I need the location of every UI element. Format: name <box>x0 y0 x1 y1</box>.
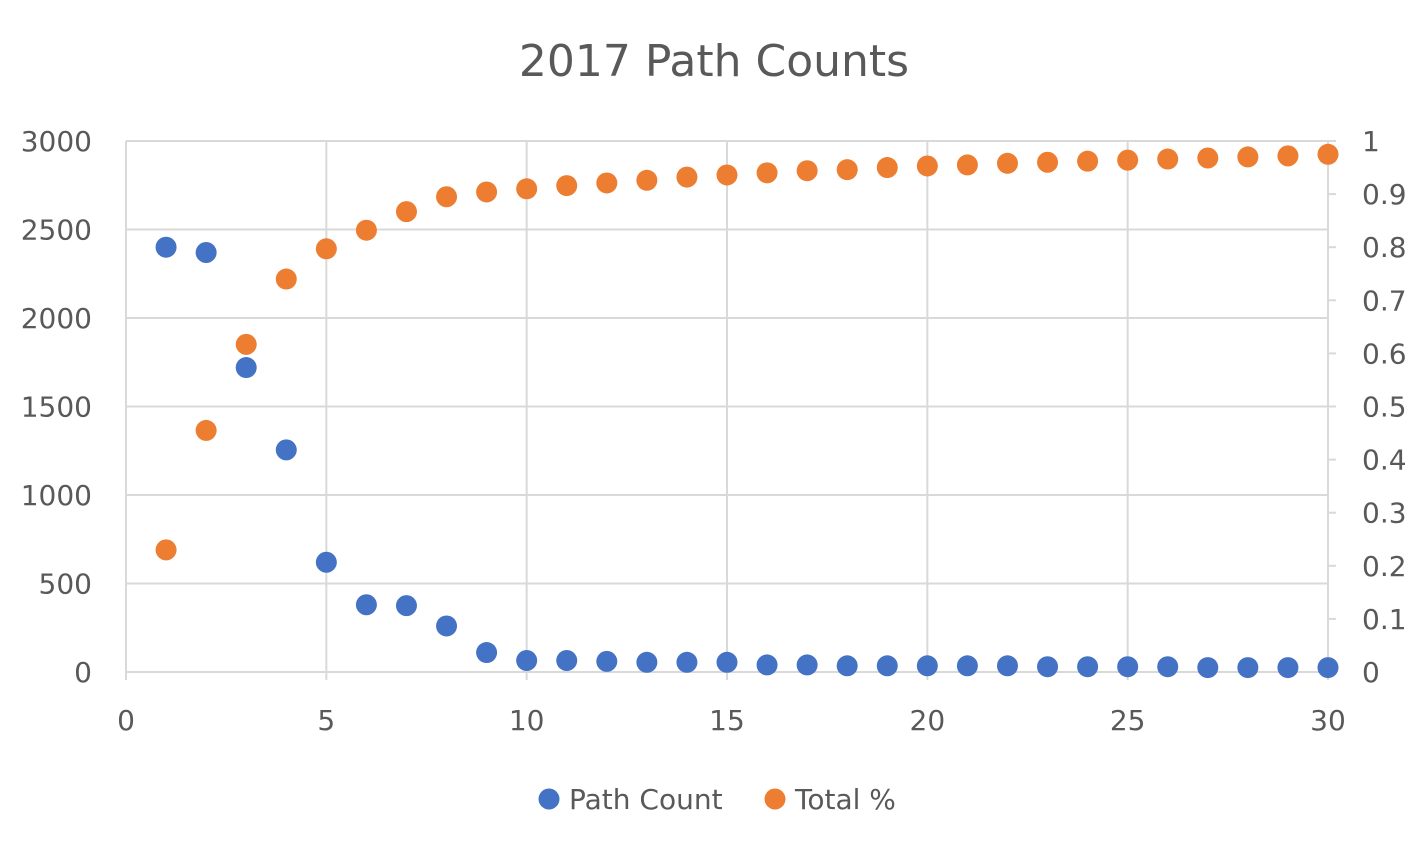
total-point <box>596 172 618 194</box>
legend-marker-total <box>764 788 786 810</box>
total-point <box>836 159 858 181</box>
y2-tick-label: 0.2 <box>1362 550 1407 583</box>
path-count-point <box>1277 657 1299 679</box>
total-point <box>796 160 818 182</box>
path-count-point <box>1077 656 1099 678</box>
x-tick-label: 20 <box>910 704 946 737</box>
total-point <box>1157 148 1179 170</box>
total-point <box>1117 149 1139 171</box>
path-count-point <box>1157 656 1179 678</box>
total-point <box>355 219 377 241</box>
y-tick-label: 2000 <box>21 302 92 335</box>
y2-tick-label: 0.6 <box>1362 337 1407 370</box>
path-count-point <box>155 236 177 258</box>
tick-labels: 0 500 1000 1500 2000 2500 3000 0 5 10 15 20 25 30 0 0.1… <box>21 125 1407 737</box>
y2-tick-label: 0.8 <box>1362 231 1407 264</box>
total-point <box>916 155 938 177</box>
path-count-point <box>596 650 618 672</box>
path-count-point <box>916 655 938 677</box>
path-count-point <box>716 651 738 673</box>
total-point <box>876 157 898 179</box>
total-point <box>395 201 417 223</box>
path-count-point <box>516 649 538 671</box>
path-count-point <box>756 654 778 676</box>
path-count-point <box>1197 657 1219 679</box>
x-tick-label: 0 <box>117 704 135 737</box>
y2-tick-label: 0.7 <box>1362 284 1407 317</box>
path-count-point <box>1037 656 1059 678</box>
total-point <box>1197 147 1219 169</box>
y-tick-label: 2500 <box>21 214 92 247</box>
path-count-point <box>956 655 978 677</box>
y2-tick-label: 1 <box>1362 125 1380 158</box>
total-point <box>155 539 177 561</box>
path-count-point <box>876 655 898 677</box>
y2-tick-label: 0.9 <box>1362 178 1407 211</box>
path-count-point <box>275 439 297 461</box>
legend: Path Count Total % <box>538 783 896 816</box>
gridlines <box>126 140 1328 672</box>
legend-label-path-count: Path Count <box>569 783 723 816</box>
total-point <box>235 333 257 355</box>
path-count-point <box>1237 657 1259 679</box>
total-point <box>195 419 217 441</box>
path-count-point <box>436 615 458 637</box>
x-tick-label: 25 <box>1110 704 1146 737</box>
chart-title: 2017 Path Counts <box>519 36 909 87</box>
total-point <box>556 175 578 197</box>
total-point <box>476 181 498 203</box>
path-count-point <box>996 655 1018 677</box>
y2-tick-label: 0.4 <box>1362 444 1407 477</box>
path-count-point <box>315 551 337 573</box>
total-point <box>956 154 978 176</box>
legend-marker-path-count <box>538 788 560 810</box>
y2-tick-label: 0.5 <box>1362 391 1407 424</box>
path-count-point <box>1317 657 1339 679</box>
total-point <box>1037 151 1059 173</box>
path-count-point <box>476 642 498 664</box>
x-tick-label: 10 <box>509 704 545 737</box>
y2-tick-label: 0.1 <box>1362 603 1407 636</box>
x-tick-label: 5 <box>317 704 335 737</box>
total-point <box>436 186 458 208</box>
y2-tick-label: 0.3 <box>1362 497 1407 530</box>
total-point <box>1237 146 1259 168</box>
axes <box>125 140 1336 680</box>
x-tick-label: 30 <box>1310 704 1346 737</box>
path-count-point <box>676 651 698 673</box>
total-point <box>1077 150 1099 172</box>
y-tick-label: 3000 <box>21 125 92 158</box>
total-point <box>275 268 297 290</box>
path-count-point <box>636 651 658 673</box>
total-point <box>676 166 698 188</box>
legend-label-total: Total % <box>794 783 896 816</box>
total-point <box>636 169 658 191</box>
path-count-point <box>796 654 818 676</box>
total-point <box>996 152 1018 174</box>
total-point <box>516 178 538 200</box>
path-count-point <box>195 242 217 264</box>
total-point <box>315 238 337 260</box>
y-tick-label: 0 <box>74 656 92 689</box>
total-point <box>1277 145 1299 167</box>
path-count-point <box>395 595 417 617</box>
total-point <box>756 162 778 184</box>
y-tick-label: 500 <box>39 568 92 601</box>
total-point <box>716 164 738 186</box>
total-point <box>1317 143 1339 165</box>
y2-tick-label: 0 <box>1362 656 1380 689</box>
x-tick-label: 15 <box>709 704 745 737</box>
y-tick-label: 1000 <box>21 479 92 512</box>
path-count-point <box>235 357 257 379</box>
path-count-point <box>556 649 578 671</box>
path-count-point <box>1117 656 1139 678</box>
path-count-point <box>355 594 377 616</box>
y-tick-label: 1500 <box>21 391 92 424</box>
path-count-point <box>836 655 858 677</box>
data-points <box>155 143 1339 679</box>
